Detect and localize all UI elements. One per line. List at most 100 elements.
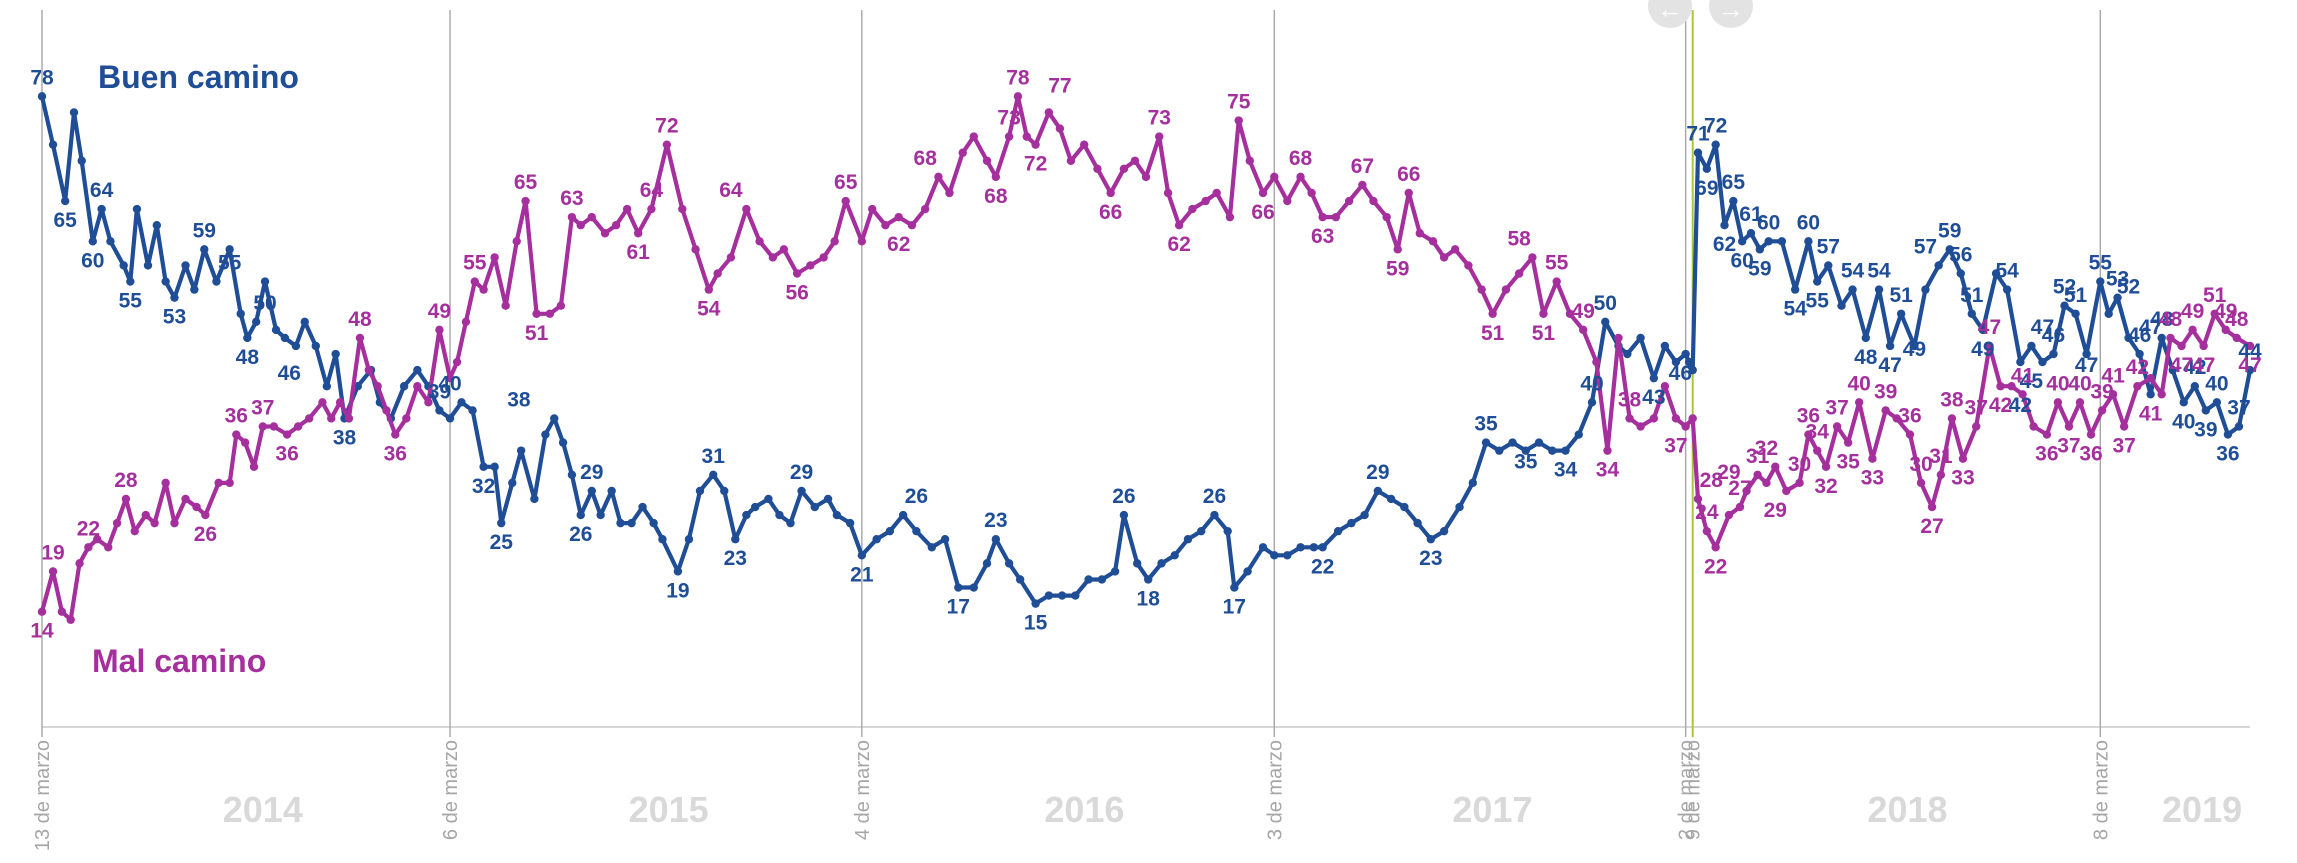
data-point bbox=[775, 510, 784, 520]
data-label: 46 bbox=[278, 362, 301, 385]
data-point bbox=[2029, 422, 2038, 431]
data-label: 28 bbox=[1700, 469, 1724, 492]
data-point bbox=[2166, 333, 2175, 343]
data-label: 54 bbox=[1783, 298, 1807, 321]
data-point bbox=[810, 502, 819, 512]
data-point bbox=[1344, 196, 1354, 206]
data-point bbox=[1539, 309, 1548, 318]
data-point bbox=[413, 382, 422, 391]
data-point bbox=[497, 518, 506, 528]
data-label: 51 bbox=[525, 322, 549, 345]
data-label: 55 bbox=[463, 252, 487, 275]
data-point bbox=[37, 607, 47, 616]
data-point bbox=[1636, 422, 1645, 431]
data-label: 77 bbox=[1048, 74, 1071, 97]
arrow-left-icon: ← bbox=[1657, 0, 1683, 24]
data-point bbox=[1636, 333, 1645, 343]
data-point bbox=[106, 237, 115, 246]
data-point bbox=[48, 140, 58, 149]
data-label: 54 bbox=[1995, 260, 2019, 283]
data-point bbox=[907, 220, 917, 230]
data-point bbox=[1896, 309, 1906, 318]
data-point bbox=[1283, 196, 1292, 206]
data-label: 51 bbox=[1532, 322, 1556, 345]
data-label: 60 bbox=[1730, 249, 1753, 272]
data-label: 49 bbox=[1903, 338, 1926, 361]
data-point bbox=[2096, 277, 2105, 286]
data-point bbox=[1693, 148, 1703, 157]
data-point bbox=[1309, 543, 1319, 552]
data-point bbox=[1428, 237, 1438, 246]
data-point bbox=[845, 518, 855, 528]
data-label: 65 bbox=[1722, 171, 1746, 194]
data-point bbox=[280, 333, 290, 343]
data-point bbox=[934, 172, 943, 182]
data-point bbox=[2245, 365, 2255, 375]
data-point bbox=[77, 156, 86, 165]
series-line-mal-camino bbox=[39, 94, 2252, 622]
data-point bbox=[1331, 212, 1341, 222]
data-point bbox=[130, 526, 139, 536]
data-label: 26 bbox=[1112, 485, 1135, 508]
data-point bbox=[1702, 164, 1712, 174]
data-point bbox=[2053, 398, 2063, 407]
data-label: 66 bbox=[1251, 201, 1274, 224]
data-label: 21 bbox=[850, 563, 874, 586]
date-label: 2 de marzo bbox=[1676, 740, 1698, 840]
data-label: 66 bbox=[1099, 201, 1122, 224]
data-label: 42 bbox=[2126, 356, 2149, 379]
data-point bbox=[768, 253, 778, 262]
data-label: 36 bbox=[2079, 443, 2102, 466]
prev-button[interactable]: ← bbox=[1648, 0, 1692, 28]
data-label: 45 bbox=[2020, 370, 2044, 393]
data-label: 37 bbox=[2057, 434, 2080, 457]
data-point bbox=[1804, 237, 1813, 246]
next-button[interactable]: → bbox=[1709, 0, 1753, 28]
data-label: 48 bbox=[2225, 308, 2249, 331]
data-point bbox=[97, 204, 106, 214]
data-point bbox=[413, 365, 422, 375]
data-point bbox=[1360, 510, 1369, 520]
data-label: 23 bbox=[984, 509, 1007, 532]
data-point bbox=[190, 285, 199, 294]
data-point bbox=[214, 478, 223, 488]
data-point bbox=[954, 583, 963, 592]
data-label: 26 bbox=[1203, 485, 1226, 508]
data-point bbox=[1934, 261, 1943, 270]
data-point bbox=[1188, 204, 1197, 214]
data-point bbox=[2221, 325, 2230, 335]
data-point bbox=[1230, 583, 1239, 592]
data-label: 36 bbox=[384, 443, 407, 466]
data-point bbox=[445, 414, 455, 423]
data-point bbox=[1804, 430, 1813, 439]
data-point bbox=[823, 494, 833, 504]
data-point bbox=[1296, 543, 1305, 552]
data-point bbox=[1905, 430, 1915, 439]
data-point bbox=[1688, 414, 1697, 423]
data-point bbox=[2002, 285, 2012, 294]
data-point bbox=[490, 462, 499, 471]
data-point bbox=[1671, 414, 1681, 423]
data-point bbox=[1956, 269, 1965, 278]
data-point bbox=[1439, 526, 1449, 536]
year-label: 2014 bbox=[223, 789, 303, 830]
data-label: 59 bbox=[193, 219, 216, 242]
data-point bbox=[479, 462, 488, 471]
data-point bbox=[260, 277, 270, 286]
data-label: 41 bbox=[2011, 364, 2035, 387]
data-label: 52 bbox=[2053, 276, 2076, 299]
data-point bbox=[335, 398, 345, 407]
data-point bbox=[1119, 510, 1129, 520]
data-point bbox=[1777, 237, 1787, 246]
data-point bbox=[2082, 349, 2091, 359]
data-label: 19 bbox=[666, 579, 689, 602]
data-point bbox=[2049, 349, 2058, 359]
data-label: 26 bbox=[569, 523, 592, 546]
data-point bbox=[649, 518, 658, 528]
data-point bbox=[1565, 309, 1575, 318]
data-point bbox=[1155, 132, 1164, 141]
data-point bbox=[181, 494, 190, 504]
data-point bbox=[201, 510, 210, 520]
data-label: 42 bbox=[1989, 394, 2012, 417]
data-label: 55 bbox=[218, 252, 242, 275]
